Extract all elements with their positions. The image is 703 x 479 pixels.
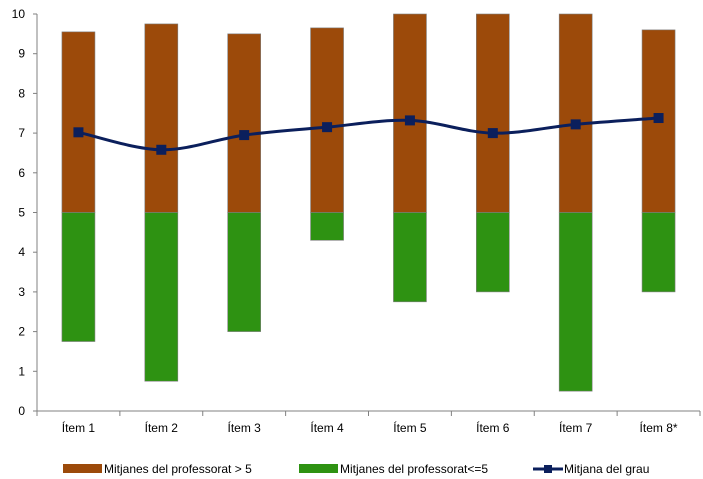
mean-point (570, 119, 581, 130)
y-tick-label: 1 (18, 364, 25, 378)
legend-marker (544, 465, 552, 473)
legend-label: Mitjanes del professorat > 5 (104, 462, 252, 476)
mean-line (73, 113, 664, 155)
x-tick-label: Ítem 8* (640, 420, 678, 435)
bar-below-five (144, 212, 179, 382)
mean-point (239, 130, 250, 141)
mean-point (156, 144, 167, 155)
bar-above-five (393, 13, 427, 213)
bar-below-five (393, 212, 427, 303)
legend-label: Mitjanes del professorat<=5 (340, 462, 488, 476)
mean-point (73, 127, 84, 138)
bar-below-five (227, 212, 261, 332)
bar-below-five (310, 212, 344, 241)
y-tick-label: 5 (18, 206, 25, 220)
x-tick-label: Ítem 1 (62, 420, 96, 435)
y-tick-label: 8 (18, 86, 25, 100)
y-tick-label: 3 (18, 285, 25, 299)
y-tick-label: 10 (12, 7, 26, 21)
y-tick-label: 9 (18, 47, 25, 61)
bar-above-five (310, 27, 344, 213)
mean-line-path (78, 116, 659, 152)
bars (61, 13, 676, 392)
mean-point (653, 113, 664, 124)
legend: Mitjanes del professorat > 5 Mitjanes del… (63, 462, 649, 476)
y-tick-label: 4 (18, 245, 25, 259)
legend-swatch (299, 464, 338, 473)
bar-below-five (61, 212, 96, 342)
bar-above-five (144, 23, 179, 213)
mean-point (322, 122, 333, 133)
x-axis: Ítem 1 Ítem 2 Ítem 3 Ítem 4 Ítem 5 Ítem 6 Ítem… (36, 411, 701, 435)
bar-above-five (61, 31, 96, 213)
x-tick-label: Ítem 3 (228, 420, 262, 435)
y-tick-label: 6 (18, 166, 25, 180)
y-tick-label: 2 (18, 325, 25, 339)
x-tick-label: Ítem 7 (559, 420, 593, 435)
bar-above-five (227, 33, 261, 213)
x-tick-label: Ítem 5 (393, 420, 427, 435)
bar-above-five (558, 13, 593, 213)
x-tick-label: Ítem 4 (310, 420, 344, 435)
mean-point (487, 128, 498, 139)
x-tick-label: Ítem 6 (476, 420, 510, 435)
bar-below-five (641, 212, 676, 293)
x-tick-label: Ítem 2 (145, 420, 179, 435)
legend-swatch (63, 464, 102, 473)
mean-point (404, 115, 415, 126)
y-tick-label: 0 (18, 404, 25, 418)
bar-above-five (476, 13, 510, 213)
axes (36, 14, 700, 412)
bar-below-five (558, 212, 593, 392)
y-tick-label: 7 (18, 126, 25, 140)
y-axis: 0 1 2 3 4 5 6 7 8 9 10 (12, 7, 37, 418)
legend-label: Mitjana del grau (564, 462, 649, 476)
bar-below-five (476, 212, 510, 293)
